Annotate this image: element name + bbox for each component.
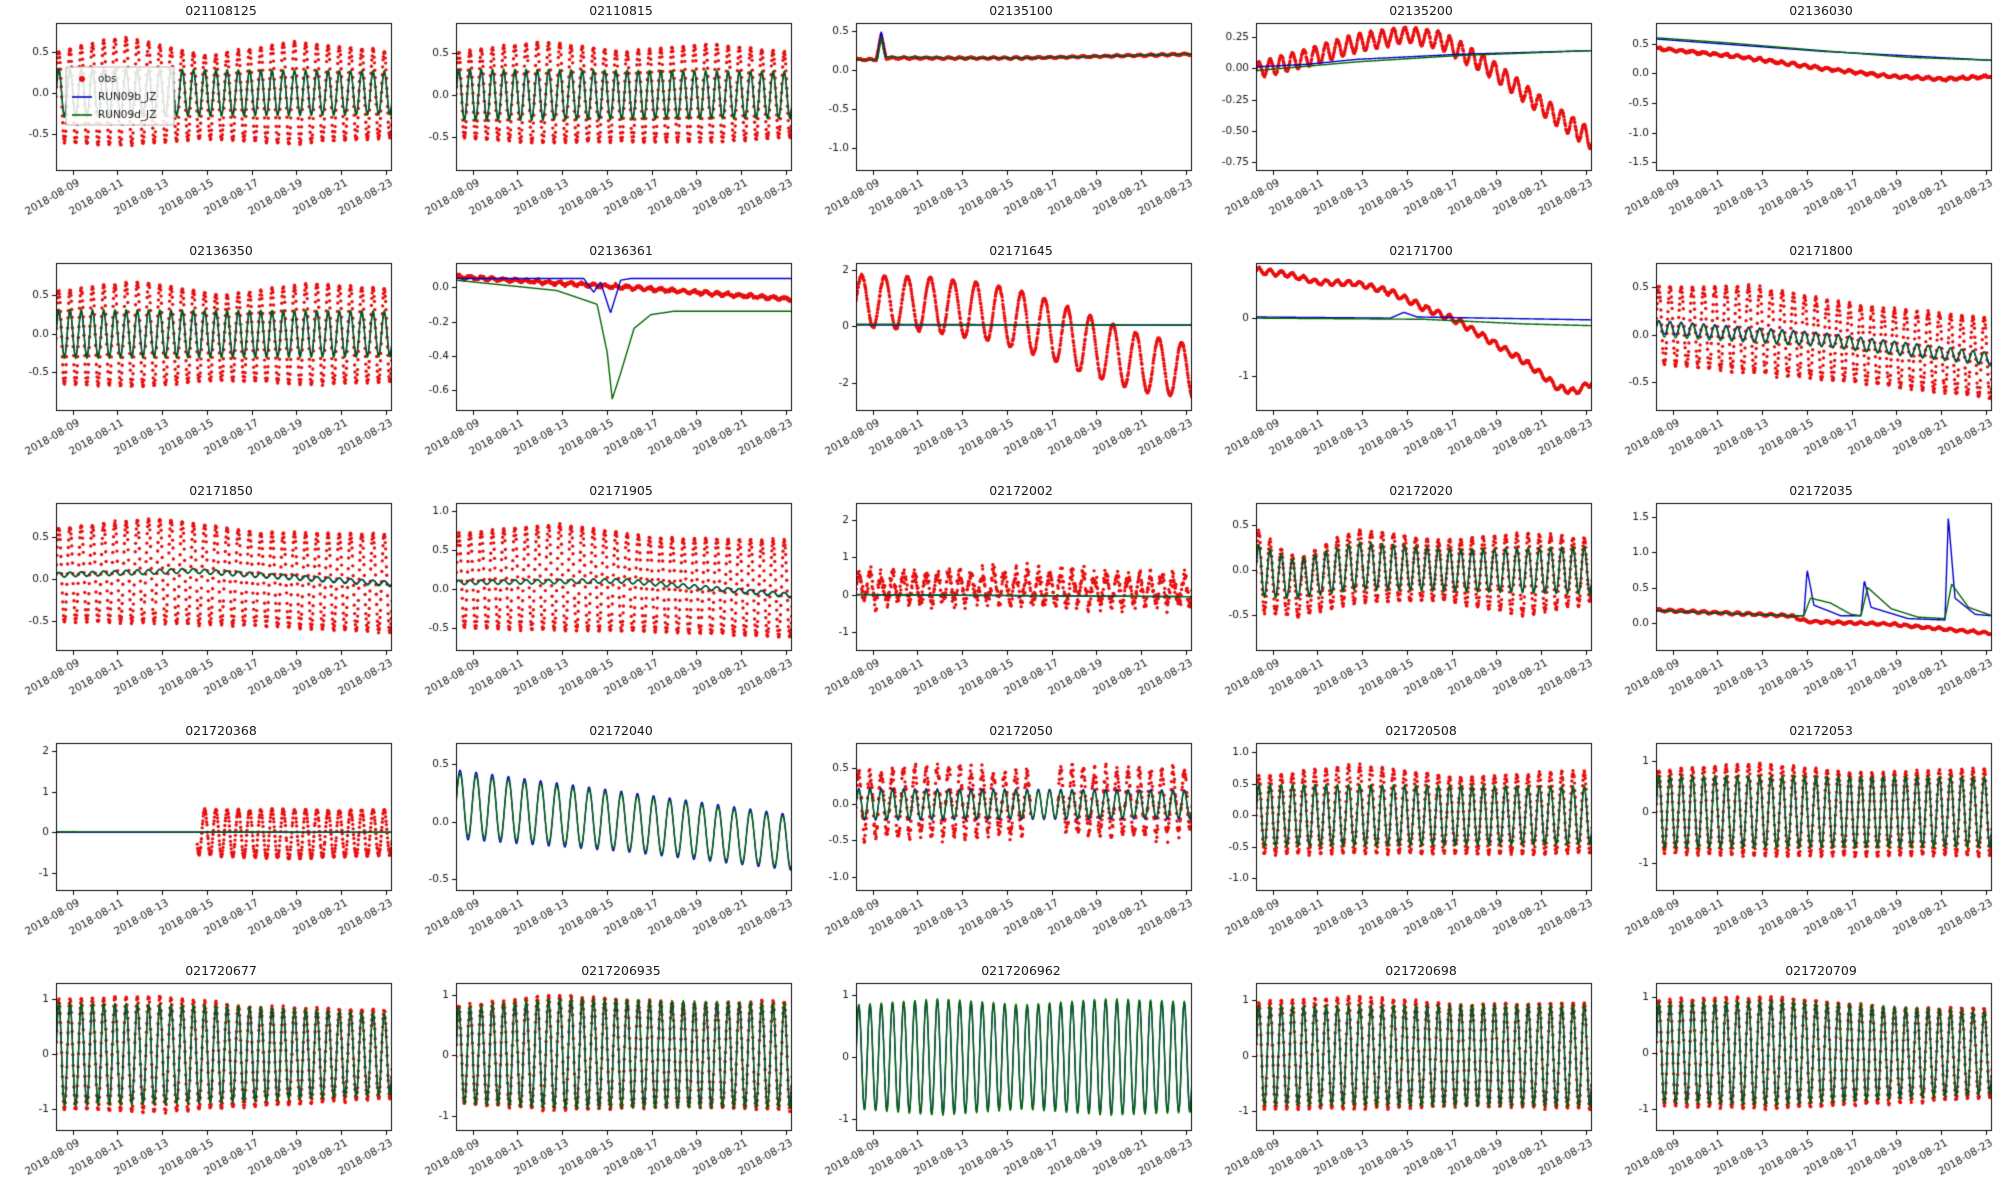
subplot-title: 02172053 (1789, 723, 1853, 738)
subplot-title: 02135100 (989, 3, 1053, 18)
subplot: 02172053 (1600, 720, 2000, 960)
plot-canvas (400, 499, 800, 720)
subplot-title: 02171700 (1389, 243, 1453, 258)
subplot: 02110815 (400, 0, 800, 240)
subplot-title: 02172020 (1389, 483, 1453, 498)
plot-canvas (400, 979, 800, 1200)
subplot: 02172002 (800, 480, 1200, 720)
plot-canvas (1600, 19, 2000, 240)
subplot: 02136361 (400, 240, 800, 480)
subplot-title: 021720677 (185, 963, 257, 978)
plot-canvas (1600, 739, 2000, 960)
subplot-title: 02136350 (189, 243, 253, 258)
plot-canvas (0, 739, 400, 960)
subplot-title: 02172040 (589, 723, 653, 738)
subplot-title: 021720698 (1385, 963, 1457, 978)
plot-canvas (1200, 499, 1600, 720)
subplot-title: 02171800 (1789, 243, 1853, 258)
subplot: 0217206935 (400, 960, 800, 1200)
subplot-title: 02172050 (989, 723, 1053, 738)
plot-canvas (0, 979, 400, 1200)
subplot-title: 02110815 (589, 3, 653, 18)
plot-canvas (1600, 499, 2000, 720)
plot-canvas (800, 19, 1200, 240)
plot-canvas (0, 259, 400, 480)
plot-canvas (1600, 259, 2000, 480)
subplot: 02135200 (1200, 0, 1600, 240)
plot-canvas (1200, 739, 1600, 960)
subplot: 0217206962 (800, 960, 1200, 1200)
subplot: 02135100 (800, 0, 1200, 240)
subplot: 021720508 (1200, 720, 1600, 960)
plot-canvas (1600, 979, 2000, 1200)
subplot: 02172040 (400, 720, 800, 960)
plot-canvas (1200, 979, 1600, 1200)
subplot-title: 02135200 (1389, 3, 1453, 18)
plot-canvas (1200, 259, 1600, 480)
plot-canvas (400, 739, 800, 960)
subplot: 02171905 (400, 480, 800, 720)
plot-canvas (800, 739, 1200, 960)
plot-canvas (800, 499, 1200, 720)
subplot-title: 02172035 (1789, 483, 1853, 498)
subplot: 021720677 (0, 960, 400, 1200)
plot-canvas (400, 259, 800, 480)
subplot-title: 021720508 (1385, 723, 1457, 738)
subplot-title: 02171645 (989, 243, 1053, 258)
subplot-title: 02171850 (189, 483, 253, 498)
subplot-title: 0217206962 (981, 963, 1061, 978)
subplot: 02172020 (1200, 480, 1600, 720)
subplot: 02171800 (1600, 240, 2000, 480)
subplot-title: 02172002 (989, 483, 1053, 498)
subplot: 02136030 (1600, 0, 2000, 240)
subplot-title: 021108125 (185, 3, 257, 18)
plot-canvas (800, 979, 1200, 1200)
subplot: 02171850 (0, 480, 400, 720)
subplot: 021720698 (1200, 960, 1600, 1200)
subplot-title: 02136030 (1789, 3, 1853, 18)
subplot: 021720368 (0, 720, 400, 960)
subplot-title: 02136361 (589, 243, 653, 258)
plot-canvas (1200, 19, 1600, 240)
subplot: 02172035 (1600, 480, 2000, 720)
subplot: 021720709 (1600, 960, 2000, 1200)
plot-canvas (800, 259, 1200, 480)
subplot: 02171700 (1200, 240, 1600, 480)
subplot-title: 0217206935 (581, 963, 661, 978)
subplot-title: 021720368 (185, 723, 257, 738)
subplot-title: 02171905 (589, 483, 653, 498)
plot-canvas (400, 19, 800, 240)
subplot: 021108125 (0, 0, 400, 240)
subplot: 02136350 (0, 240, 400, 480)
subplot-title: 021720709 (1785, 963, 1857, 978)
subplot: 02171645 (800, 240, 1200, 480)
subplot: 02172050 (800, 720, 1200, 960)
plot-canvas (0, 19, 400, 240)
plot-canvas (0, 499, 400, 720)
